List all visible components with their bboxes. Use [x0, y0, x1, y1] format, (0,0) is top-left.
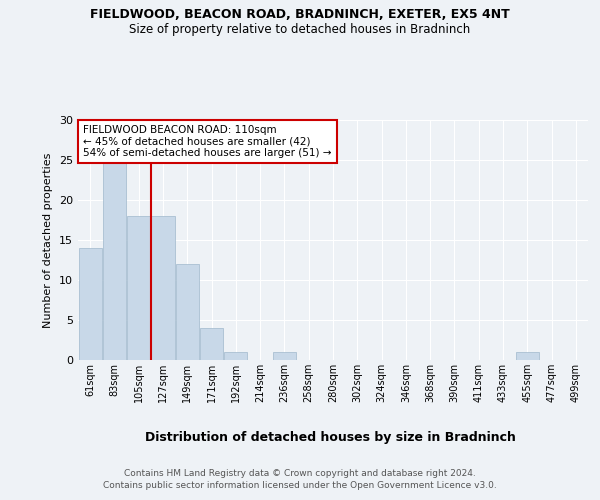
Bar [151, 216, 175, 360]
Bar [516, 352, 539, 360]
Text: FIELDWOOD, BEACON ROAD, BRADNINCH, EXETER, EX5 4NT: FIELDWOOD, BEACON ROAD, BRADNINCH, EXETE… [90, 8, 510, 20]
Bar [176, 264, 199, 360]
Bar [103, 160, 126, 360]
Bar [273, 352, 296, 360]
Text: Size of property relative to detached houses in Bradninch: Size of property relative to detached ho… [130, 22, 470, 36]
Y-axis label: Number of detached properties: Number of detached properties [43, 152, 53, 328]
Bar [200, 328, 223, 360]
Text: FIELDWOOD BEACON ROAD: 110sqm
← 45% of detached houses are smaller (42)
54% of s: FIELDWOOD BEACON ROAD: 110sqm ← 45% of d… [83, 125, 332, 158]
Text: Contains HM Land Registry data © Crown copyright and database right 2024.
Contai: Contains HM Land Registry data © Crown c… [103, 468, 497, 490]
Bar [127, 216, 150, 360]
Bar [79, 248, 101, 360]
Text: Distribution of detached houses by size in Bradninch: Distribution of detached houses by size … [145, 431, 515, 444]
Bar [224, 352, 247, 360]
